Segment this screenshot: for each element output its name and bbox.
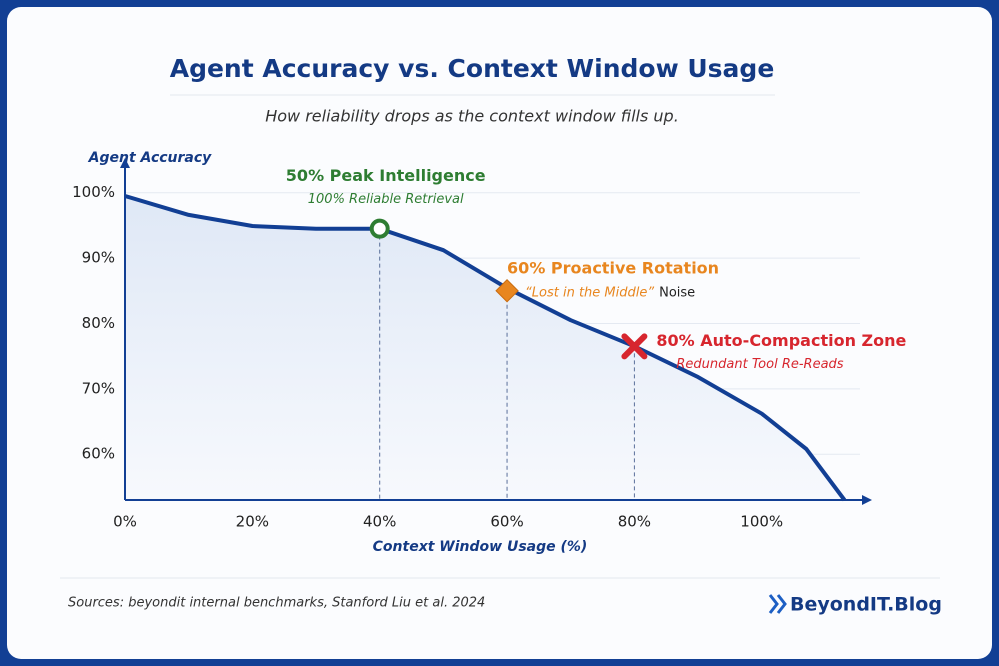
annotation-label: 50% Peak Intelligence (286, 166, 486, 185)
x-axis-label: Context Window Usage (%) (373, 539, 588, 555)
marker (621, 333, 648, 360)
x-tick-label: 40% (363, 513, 396, 531)
x-tick-label: 20% (236, 513, 269, 531)
x-tick-label: 60% (490, 513, 523, 531)
area (125, 196, 845, 500)
x-tick-label: 100% (740, 513, 783, 531)
plot: 60% 70% 80% 90% 100% 0% 20% 40% 60% 80% 100% 50% Pe… (72, 158, 907, 531)
annotation-sublabel: 100% Reliable Retrieval (308, 192, 464, 207)
marker (369, 218, 390, 239)
y-tick-label: 70% (82, 379, 115, 397)
x-tick-label: 80% (618, 513, 651, 531)
chart-title: Agent Accuracy vs. Context Window Usage (170, 54, 775, 83)
source-note: Sources: beyondit internal benchmarks, S… (68, 596, 485, 611)
chart-subtitle: How reliability drops as the context win… (265, 107, 679, 126)
x-axis-arrow (862, 495, 872, 505)
y-tick-label: 60% (82, 445, 115, 463)
y-axis-arrow (120, 158, 130, 168)
annotation-sublabel: “Lost in the Middle” (525, 285, 654, 300)
brand-icon (768, 594, 787, 614)
y-tick-label: 80% (82, 314, 115, 332)
y-axis-label: Agent Accuracy (88, 150, 213, 166)
y-tick-label: 90% (82, 249, 115, 267)
marker (495, 279, 519, 303)
annotation-note: Noise (659, 285, 695, 300)
annotation-label: 80% Auto-Compaction Zone (656, 331, 906, 350)
brand: BeyondIT.Blog (790, 594, 942, 616)
annotation-sublabel: Redundant Tool Re-Reads (676, 357, 843, 372)
annotation-label: 60% Proactive Rotation (507, 258, 719, 277)
x-tick-label: 0% (113, 513, 137, 531)
y-tick-label: 100% (72, 183, 115, 201)
